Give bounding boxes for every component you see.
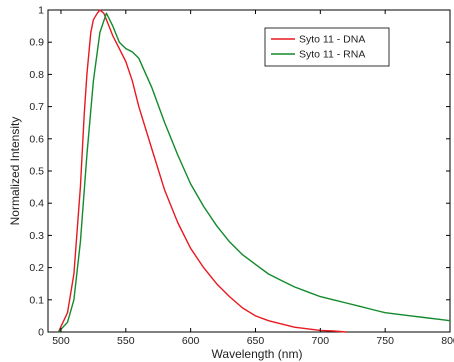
legend-label-0: Syto 11 - DNA (299, 34, 365, 46)
y-tick-label-10: 1 (38, 5, 44, 17)
series-line-1 (57, 12, 451, 333)
legend-label-1: Syto 11 - RNA (299, 49, 365, 61)
y-tick-label-3: 0.3 (29, 230, 44, 242)
y-tick-label-4: 0.4 (29, 198, 44, 210)
x-tick-label-6: 800 (441, 335, 454, 347)
x-axis-label: Wavelength (nm) (212, 347, 303, 361)
axis-ticks: 500 550 600 650 700 750 800 0 0.1 0.2 0.3 0.4 0.5 0.6… (29, 5, 454, 348)
y-tick-label-2: 0.2 (29, 262, 44, 274)
y-tick-label-9: 0.9 (29, 37, 44, 49)
x-tick-label-0: 500 (52, 335, 70, 347)
x-tick-label-4: 700 (312, 335, 330, 347)
legend: Syto 11 - DNA Syto 11 - RNA (264, 27, 390, 67)
x-tick-label-5: 750 (376, 335, 394, 347)
x-tick-label-1: 550 (117, 335, 135, 347)
y-tick-label-7: 0.7 (29, 101, 44, 113)
y-tick-label-1: 0.1 (29, 294, 44, 306)
y-tick-label-0: 0 (38, 327, 44, 339)
x-tick-label-2: 600 (182, 335, 200, 347)
legend-box (264, 27, 390, 67)
y-tick-label-5: 0.5 (29, 166, 44, 178)
y-axis-label: Normalized Intensity (8, 117, 22, 226)
y-tick-label-6: 0.6 (29, 133, 44, 145)
plot-area (47, 9, 451, 333)
series-layer (57, 9, 451, 333)
x-tick-label-3: 650 (247, 335, 265, 347)
y-tick-label-8: 0.8 (29, 69, 44, 81)
series-line-0 (57, 9, 347, 333)
